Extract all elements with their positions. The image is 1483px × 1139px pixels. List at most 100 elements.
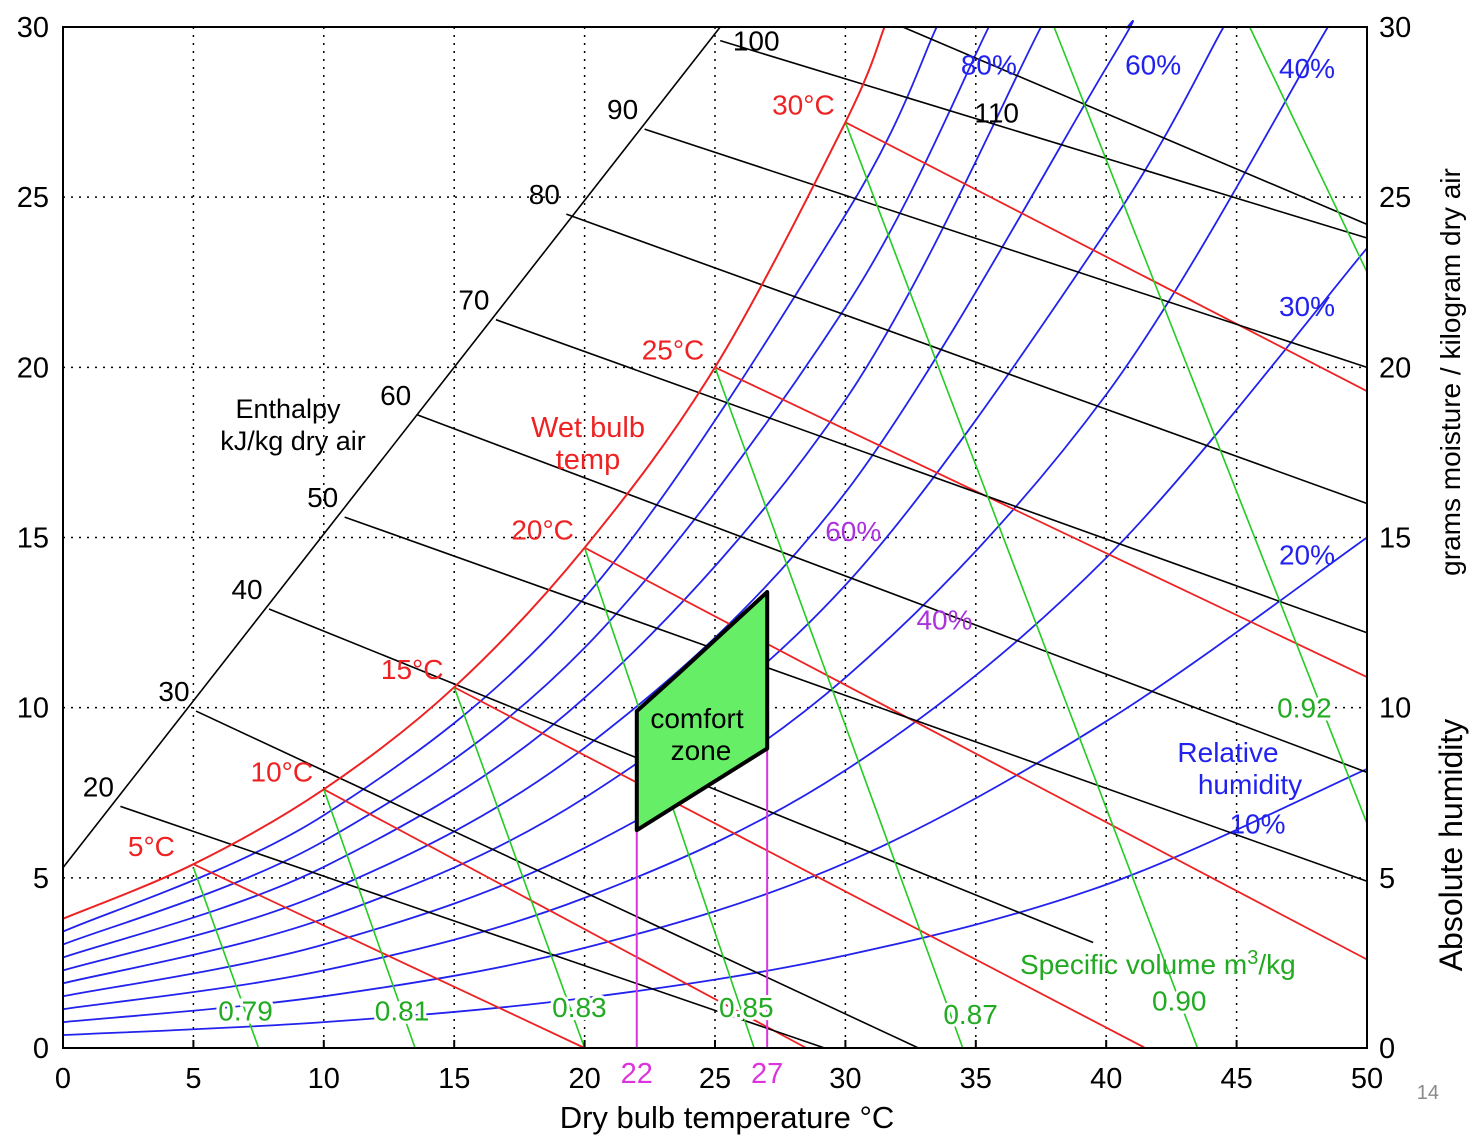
specific-volume-title: Specific volume m3/kg: [1020, 947, 1296, 980]
enthalpy-label: 110: [974, 97, 1019, 128]
x-tick-label: 30: [829, 1063, 861, 1095]
enthalpy-lines: [62, 26, 1368, 1049]
wet-bulb-title-2: temp: [556, 444, 620, 476]
enthalpy-line: [566, 213, 1368, 505]
specific-volume-line: [323, 789, 416, 1049]
rh-curve-30pct: [62, 247, 1368, 1011]
page-number: 14: [1416, 1082, 1439, 1104]
grid: [63, 27, 1367, 1048]
x-tick-label: 40: [1090, 1063, 1122, 1095]
enthalpy-line: [902, 26, 1368, 226]
x-tick-label: 20: [568, 1063, 600, 1095]
rh-curve-70pct: [62, 26, 1042, 959]
specific-volume-label: 0.79: [218, 996, 273, 1027]
y-tick-label-right: 0: [1379, 1033, 1395, 1065]
rh-label: 30%: [1279, 291, 1335, 322]
y-tick-label-left: 10: [17, 693, 49, 725]
wet-bulb-line: [323, 788, 807, 1049]
x-tick-label: 5: [185, 1063, 201, 1095]
specific-volume-label: 0.92: [1277, 693, 1332, 724]
y-axis-label: Absolute humidity: [1433, 719, 1469, 972]
enthalpy-label: 50: [307, 482, 338, 513]
wet-bulb-title-1: Wet bulb: [531, 412, 645, 444]
enthalpy-label: 90: [607, 94, 638, 125]
specific-volume-label: 0.81: [375, 996, 430, 1027]
x-axis-label: Dry bulb temperature °C: [560, 1100, 895, 1135]
specific-volume-line: [192, 867, 260, 1049]
x-tick-label: 15: [438, 1063, 470, 1095]
rh-curve-90pct: [62, 26, 938, 933]
specific-volume-label: 0.85: [719, 992, 774, 1023]
comfort-zone: [634, 590, 770, 1048]
rh-label: 20%: [1279, 540, 1335, 571]
rh-label: 10%: [1229, 808, 1285, 839]
enthalpy-line: [719, 39, 1368, 239]
y-tick-label-right: 25: [1379, 182, 1411, 214]
y-tick-label-left: 0: [33, 1033, 49, 1065]
rh-label: 40%: [1279, 53, 1335, 84]
rh-curve-10pct: [62, 768, 1368, 1036]
y-tick-label-left: 15: [17, 523, 49, 555]
saturation-curve: [62, 26, 886, 920]
x-tick-label: 0: [55, 1063, 71, 1095]
y-tick-label-right: 15: [1379, 523, 1411, 555]
comfort-rh-label: 60%: [825, 516, 881, 547]
specific-volume-label: 0.83: [552, 992, 607, 1023]
rh-curve-80pct: [62, 26, 990, 946]
wet-bulb-label: 5°C: [128, 831, 175, 862]
y-axis-label-secondary: grams moisture / kilogram dry air: [1435, 168, 1466, 576]
enthalpy-label: 40: [231, 574, 262, 605]
specific-volume-line: [453, 686, 586, 1049]
wet-bulb-lines: [193, 121, 1368, 1049]
x-tick-label: 25: [699, 1063, 731, 1095]
y-tick-label-left: 5: [33, 863, 49, 895]
specific-volume-line: [1248, 26, 1368, 273]
rh-title-2: humidity: [1198, 769, 1302, 800]
y-tick-label-left: 30: [17, 12, 49, 44]
wet-bulb-line: [193, 863, 585, 1049]
wet-bulb-line: [453, 686, 1146, 1049]
enthalpy-label: 70: [458, 285, 489, 316]
enthalpy-line: [495, 318, 1368, 634]
wet-bulb-line: [844, 121, 1368, 392]
comfort-zone-label-2: zone: [671, 735, 732, 766]
rh-curve-60pct: [62, 20, 1134, 972]
wet-bulb-line: [714, 366, 1368, 678]
enthalpy-line: [195, 710, 919, 1049]
specific-volume-line: [1053, 26, 1368, 824]
comfort-rh-label: 40%: [916, 604, 972, 635]
y-tick-label-left: 25: [17, 182, 49, 214]
x-tick-label: 50: [1351, 1063, 1383, 1095]
comfort-bound-label: 27: [751, 1058, 783, 1090]
y-tick-label-right: 5: [1379, 863, 1395, 895]
enthalpy-title-2: kJ/kg dry air: [220, 426, 366, 456]
y-tick-label-right: 10: [1379, 693, 1411, 725]
enthalpy-scale-line: [62, 26, 721, 869]
enthalpy-line: [120, 805, 825, 1049]
specific-volume-line: [844, 122, 1199, 1049]
saturation-curve-line: [62, 26, 886, 920]
enthalpy-label: 20: [83, 771, 114, 802]
x-tick-label: 10: [308, 1063, 340, 1095]
comfort-zone-polygon: [634, 590, 770, 833]
rh-label: 60%: [1125, 49, 1181, 80]
enthalpy-line: [644, 128, 1368, 369]
enthalpy-label: 80: [529, 179, 560, 210]
wet-bulb-label: 15°C: [381, 654, 444, 685]
enthalpy-line: [344, 516, 1368, 882]
specific-volume-lines: [192, 26, 1368, 1049]
wet-bulb-label: 25°C: [642, 334, 705, 365]
wet-bulb-label: 10°C: [251, 756, 314, 787]
comfort-zone-label-1: comfort: [650, 703, 744, 734]
rh-curve-40pct: [62, 26, 1329, 998]
specific-volume-line: [714, 367, 964, 1049]
rh-label: 80%: [961, 49, 1017, 80]
wet-bulb-line: [584, 546, 1368, 961]
x-tick-label: 45: [1220, 1063, 1252, 1095]
specific-volume-label: 0.90: [1152, 985, 1207, 1016]
annotations: Enthalpy kJ/kg dry air Wet bulb temp Rel…: [220, 168, 1469, 1135]
y-tick-label-right: 30: [1379, 12, 1411, 44]
enthalpy-label: 100: [733, 26, 780, 57]
